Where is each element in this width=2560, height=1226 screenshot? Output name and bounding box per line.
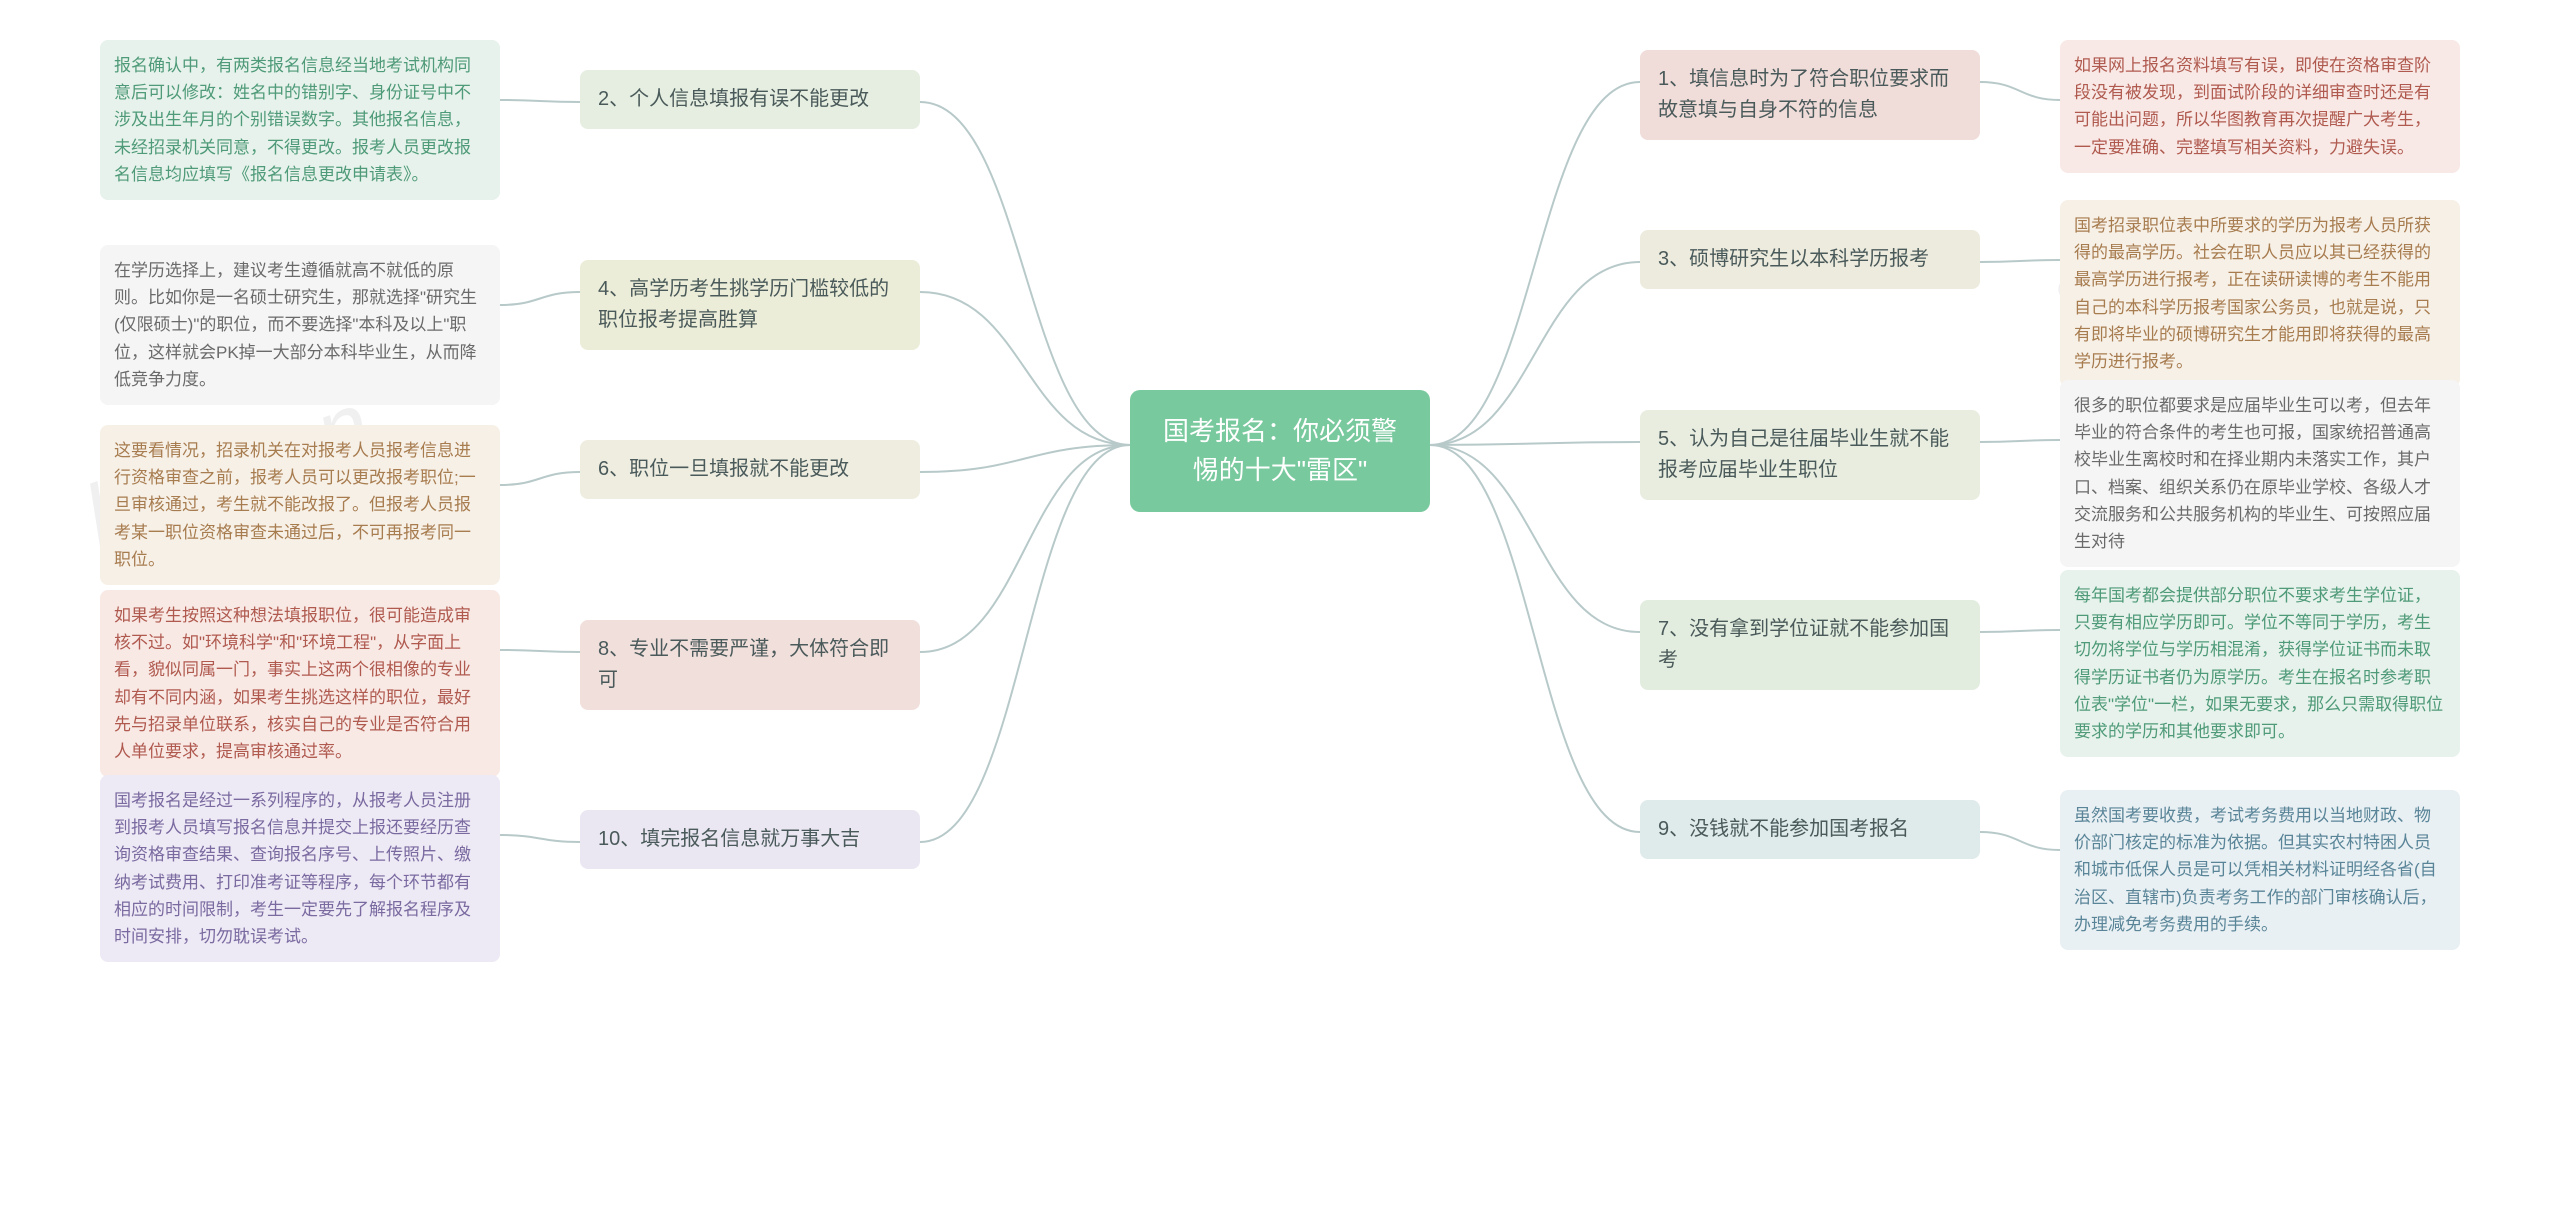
center-node: 国考报名：你必须警惕的十大"雷区" bbox=[1130, 390, 1430, 512]
left-branch-5: 10、填完报名信息就万事大吉 bbox=[580, 810, 920, 869]
right-branch-3: 5、认为自己是往届毕业生就不能报考应届毕业生职位 bbox=[1640, 410, 1980, 500]
left-detail-2: 在学历选择上，建议考生遵循就高不就低的原则。比如你是一名硕士研究生，那就选择"研… bbox=[100, 245, 500, 405]
right-branch-1: 1、填信息时为了符合职位要求而故意填与自身不符的信息 bbox=[1640, 50, 1980, 140]
right-detail-5: 虽然国考要收费，考试考务费用以当地财政、物价部门核定的标准为依据。但其实农村特困… bbox=[2060, 790, 2460, 950]
left-branch-1: 2、个人信息填报有误不能更改 bbox=[580, 70, 920, 129]
left-branch-3: 6、职位一旦填报就不能更改 bbox=[580, 440, 920, 499]
right-branch-5: 9、没钱就不能参加国考报名 bbox=[1640, 800, 1980, 859]
right-branch-4: 7、没有拿到学位证就不能参加国考 bbox=[1640, 600, 1980, 690]
left-detail-1: 报名确认中，有两类报名信息经当地考试机构同意后可以修改：姓名中的错别字、身份证号… bbox=[100, 40, 500, 200]
right-branch-2: 3、硕博研究生以本科学历报考 bbox=[1640, 230, 1980, 289]
right-detail-4: 每年国考都会提供部分职位不要求考生学位证，只要有相应学历即可。学位不等同于学历，… bbox=[2060, 570, 2460, 757]
right-detail-2: 国考招录职位表中所要求的学历为报考人员所获得的最高学历。社会在职人员应以其已经获… bbox=[2060, 200, 2460, 387]
left-branch-2: 4、高学历考生挑学历门槛较低的职位报考提高胜算 bbox=[580, 260, 920, 350]
left-detail-5: 国考报名是经过一系列程序的，从报考人员注册到报考人员填写报名信息并提交上报还要经… bbox=[100, 775, 500, 962]
left-branch-4: 8、专业不需要严谨，大体符合即可 bbox=[580, 620, 920, 710]
right-detail-3: 很多的职位都要求是应届毕业生可以考，但去年毕业的符合条件的考生也可报，国家统招普… bbox=[2060, 380, 2460, 567]
right-detail-1: 如果网上报名资料填写有误，即使在资格审查阶段没有被发现，到面试阶段的详细审查时还… bbox=[2060, 40, 2460, 173]
left-detail-3: 这要看情况，招录机关在对报考人员报考信息进行资格审查之前，报考人员可以更改报考职… bbox=[100, 425, 500, 585]
left-detail-4: 如果考生按照这种想法填报职位，很可能造成审核不过。如"环境科学"和"环境工程"，… bbox=[100, 590, 500, 777]
